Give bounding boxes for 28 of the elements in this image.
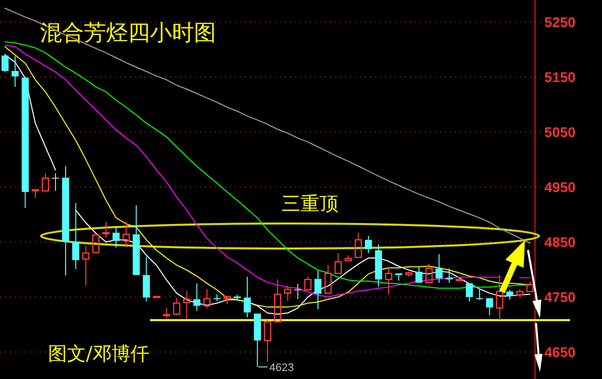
candlestick [496,274,504,321]
annotation: 4623 [269,362,294,374]
candlestick [72,202,80,270]
annotation: 图文/邓博仟 [48,343,150,365]
annotation: 三重顶 [282,193,338,215]
candlestick [476,288,484,300]
candlestick [364,235,372,254]
y-tick-label: 4850 [544,234,576,250]
candlestick [244,276,251,318]
y-tick-label: 4650 [544,344,576,360]
candlestick [385,266,392,295]
candlestick [82,245,90,286]
y-tick-label: 5150 [544,69,576,86]
y-tick-label: 4750 [544,289,576,306]
candlestick [62,166,70,276]
candlestick [142,256,150,302]
candlestick [183,290,190,320]
y-tick-label: 4950 [544,179,576,196]
candlestick [193,282,200,312]
y-tick-label: 5250 [544,14,576,30]
candlestick [112,226,120,248]
line-series [4,8,530,244]
y-tick-label: 5050 [544,124,576,140]
candlestick [12,56,19,88]
candlestick [122,221,130,248]
candlestick [314,270,322,310]
candlestick [294,283,302,300]
candlestick [375,244,382,288]
